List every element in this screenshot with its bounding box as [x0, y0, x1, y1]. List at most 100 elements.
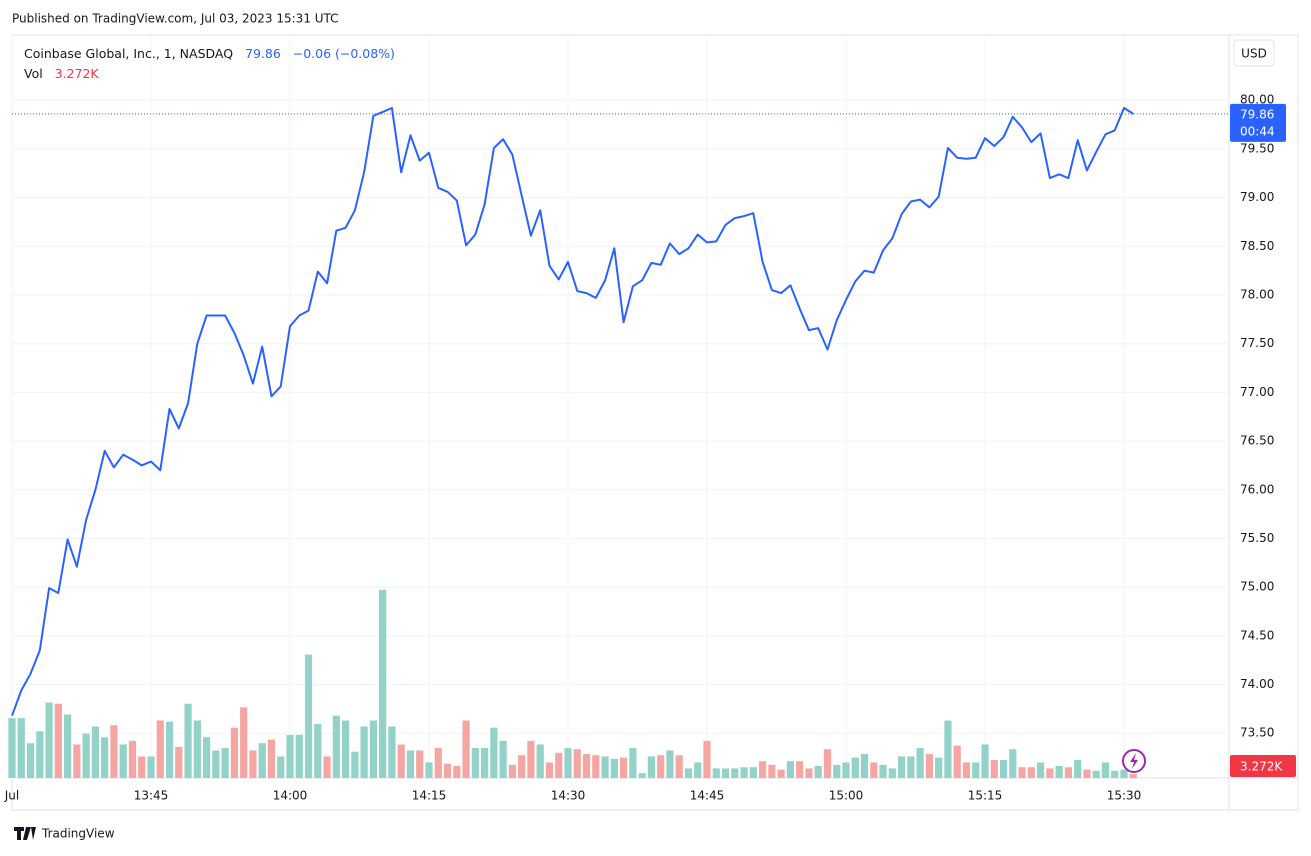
volume-bar: [564, 748, 572, 778]
volume-bar: [1046, 768, 1054, 778]
volume-bar: [981, 744, 989, 778]
y-tick-label: 76.50: [1240, 434, 1274, 448]
x-tick-label: 14:15: [412, 789, 447, 803]
y-tick-label: 77.00: [1240, 385, 1274, 399]
volume-bar: [1055, 766, 1063, 778]
volume-bar: [203, 737, 211, 778]
y-tick-label: 78.00: [1240, 288, 1274, 302]
volume-bar: [759, 761, 767, 778]
brand: TradingView: [41, 827, 115, 841]
volume-bar: [749, 767, 757, 778]
volume-bar: [740, 767, 748, 778]
volume-bar: [898, 756, 906, 778]
volume-bar: [1129, 774, 1137, 778]
volume-bar: [286, 734, 294, 778]
volume-last: 3.272K: [54, 66, 99, 81]
logo: [14, 827, 36, 840]
volume-bar: [814, 766, 822, 778]
price-tag-countdown: 00:44: [1240, 124, 1275, 138]
volume-bar: [1120, 769, 1128, 778]
symbol: Coinbase Global, Inc., 1, NASDAQ: [24, 46, 234, 61]
volume-bar: [295, 734, 303, 778]
volume-bar: [842, 762, 850, 778]
volume-bar: [397, 744, 405, 778]
volume-bar: [1074, 760, 1082, 778]
volume-bar: [675, 755, 683, 778]
y-tick-label: 76.00: [1240, 482, 1274, 496]
volume-bar: [601, 756, 609, 778]
volume-bar: [73, 744, 81, 778]
volume-bar: [888, 768, 896, 778]
volume-bar: [777, 769, 785, 778]
price-line: [11, 107, 1134, 717]
volume-bar: [481, 748, 489, 778]
volume-bar: [703, 740, 711, 778]
volume-bar: [156, 720, 164, 778]
volume-bar: [193, 720, 201, 778]
y-tick-label: 74.00: [1240, 677, 1274, 691]
x-tick-label: 14:45: [690, 789, 725, 803]
volume-bar: [119, 744, 127, 778]
volume-bar: [823, 749, 832, 778]
volume-bar: [388, 726, 396, 778]
volume-bar: [36, 731, 44, 778]
x-tick-label: 15:00: [829, 789, 864, 803]
volume-bar: [434, 748, 442, 778]
lightning-glyph: [1130, 753, 1138, 769]
volume-tag: [1230, 755, 1296, 777]
volume-bar: [360, 726, 368, 778]
volume-bar: [999, 760, 1008, 778]
volume-bar: [694, 762, 702, 778]
volume-bar: [499, 740, 507, 778]
volume-bar: [879, 764, 887, 778]
x-tick-label: 15:30: [1107, 789, 1142, 803]
volume-bar: [657, 755, 665, 778]
volume-bar: [416, 750, 424, 778]
volume-bar: [453, 766, 461, 778]
volume-bar: [45, 702, 53, 778]
volume-bar: [17, 718, 25, 778]
x-tick-label: 13:45: [134, 789, 169, 803]
volume-bar: [8, 718, 16, 778]
volume-bar: [1092, 770, 1100, 778]
volume-bar: [508, 764, 516, 778]
volume-tag-value: 3.272K: [1240, 760, 1283, 774]
y-tick-label: 75.00: [1240, 580, 1274, 594]
volume-bar: [26, 743, 35, 778]
price-change: −0.06 (−0.08%): [292, 46, 395, 61]
price-tag: [1230, 103, 1286, 142]
legend-volume: Vol 3.272K: [24, 66, 99, 81]
x-tick-label: 14:00: [273, 789, 308, 803]
volume-bar: [1009, 749, 1017, 778]
volume-bar: [731, 768, 739, 778]
volume-bar: [314, 724, 322, 778]
y-tick-label: 74.50: [1240, 628, 1274, 642]
volume-bar: [64, 714, 72, 778]
volume-bar: [935, 757, 943, 778]
last-price: 79.86: [245, 46, 281, 61]
x-tick-label: Jul: [4, 789, 19, 803]
volume-bar: [342, 720, 350, 778]
volume-bar: [545, 762, 554, 778]
currency-box[interactable]: [1233, 39, 1275, 67]
volume-bar: [267, 739, 276, 778]
volume-bar: [1037, 762, 1045, 778]
price-tag-value: 79.86: [1240, 107, 1274, 121]
volume-bar: [379, 589, 387, 778]
frame: [11, 34, 1299, 811]
volume-bar: [82, 733, 90, 778]
volume-bar: [953, 745, 961, 778]
volume-bar: [406, 750, 415, 778]
volume-bar: [101, 737, 109, 778]
volume-bar: [573, 749, 581, 778]
volume-bar: [277, 756, 285, 778]
volume-bar: [425, 762, 433, 778]
legend-price: Coinbase Global, Inc., 1, NASDAQ 79.86 −…: [24, 46, 395, 61]
currency[interactable]: USD: [1241, 47, 1267, 61]
volume-bar: [369, 720, 377, 778]
volume-bar: [175, 746, 183, 778]
volume-bar: [666, 750, 674, 778]
volume-bar: [91, 726, 99, 778]
y-tick-label: 77.50: [1240, 336, 1274, 350]
